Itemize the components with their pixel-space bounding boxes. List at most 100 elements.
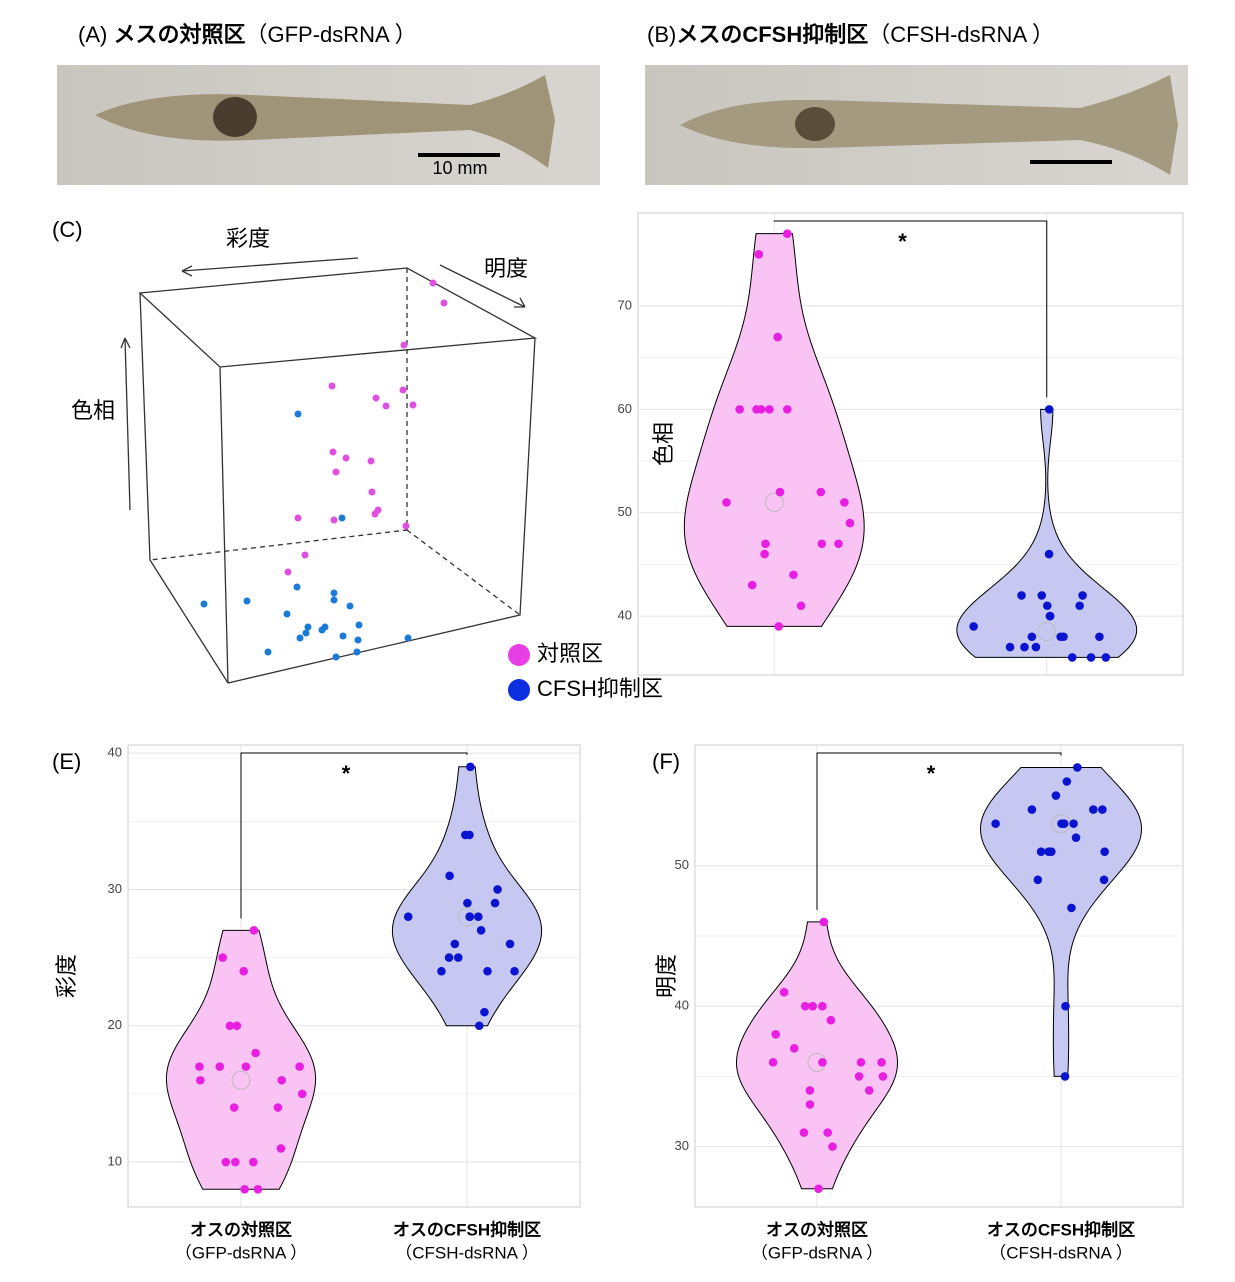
scatter-point — [332, 468, 340, 476]
data-point — [735, 405, 744, 414]
scatter-point — [296, 634, 304, 642]
data-point — [771, 1029, 780, 1039]
data-point — [466, 762, 475, 772]
data-point — [1051, 791, 1061, 800]
data-point — [463, 898, 472, 908]
panel-title: (B)メスのCFSH抑制区（CFSH-dsRNA ） — [647, 22, 1054, 47]
data-point — [799, 1128, 809, 1137]
data-point — [1020, 642, 1029, 652]
data-point — [1027, 632, 1037, 642]
scatter-point — [353, 648, 361, 656]
data-point — [1045, 611, 1055, 621]
shrimp-organ — [795, 107, 835, 141]
data-point — [834, 539, 843, 549]
data-point — [231, 1157, 240, 1167]
y-tick-label: 40 — [108, 745, 122, 760]
data-point — [1059, 819, 1069, 828]
data-point — [779, 987, 789, 997]
shrimp-organ — [213, 97, 257, 137]
data-point — [241, 1062, 251, 1071]
data-point — [465, 912, 474, 922]
data-point — [800, 1001, 810, 1011]
violin — [735, 921, 899, 1190]
scatter-point — [371, 510, 379, 518]
axis-label: 明度 — [484, 256, 528, 281]
data-point — [276, 1144, 286, 1153]
data-point — [229, 1103, 239, 1112]
scatter-point — [354, 636, 362, 644]
legend-swatch — [508, 679, 530, 701]
shrimp — [95, 75, 555, 168]
data-point — [845, 518, 855, 528]
x-tick-sublabel: （CFSH-dsRNA ） — [989, 1243, 1133, 1262]
panel-letter: (C) — [52, 217, 83, 242]
scatter-point — [330, 516, 338, 524]
scatter-point — [367, 457, 375, 465]
median-marker — [1037, 622, 1057, 642]
scatter-point — [302, 629, 310, 637]
data-point — [225, 1021, 235, 1031]
scatter-point — [339, 632, 347, 640]
scatter-point — [338, 514, 346, 522]
data-point — [1099, 875, 1109, 885]
data-point — [1042, 601, 1052, 611]
data-point — [1027, 805, 1037, 814]
axis-label: 彩度 — [226, 226, 270, 251]
data-point — [775, 487, 785, 497]
violin — [956, 408, 1138, 658]
data-point — [453, 953, 463, 962]
violin — [683, 233, 865, 627]
data-point — [747, 580, 757, 590]
scatter-point — [294, 514, 302, 522]
scatter-group — [284, 279, 448, 576]
data-point — [195, 1062, 204, 1071]
x-tick-label: オスの対照区 — [190, 1219, 292, 1239]
y-axis-label: 彩度 — [54, 954, 79, 998]
scatter-point — [294, 410, 302, 418]
data-point — [760, 549, 769, 559]
data-point — [774, 622, 784, 631]
scatter-point — [264, 648, 272, 656]
data-point — [877, 1058, 886, 1067]
data-point — [856, 1058, 866, 1067]
scatter-point — [304, 623, 312, 631]
data-point — [1089, 805, 1098, 814]
scatter-point — [409, 401, 417, 409]
data-point — [1047, 847, 1056, 857]
data-point — [814, 1184, 823, 1194]
scatter-point — [402, 522, 410, 530]
y-tick-label: 60 — [618, 401, 632, 416]
scatter-point — [400, 341, 408, 349]
panel-title: (A) メスの対照区（GFP-dsRNA ） — [78, 22, 417, 47]
median-marker — [764, 492, 784, 512]
data-point — [450, 939, 460, 949]
data-point — [826, 1015, 836, 1025]
data-point — [1036, 847, 1046, 857]
data-point — [1062, 777, 1072, 786]
violin — [165, 929, 317, 1190]
axis-label: 色相 — [71, 398, 115, 423]
y-axis-label: 明度 — [654, 954, 679, 998]
significance-bracket — [773, 220, 1048, 398]
data-point — [768, 1058, 778, 1067]
data-point — [817, 539, 827, 549]
panel-letter: (F) — [652, 749, 680, 774]
x-tick-sublabel: （GFP-dsRNA ） — [751, 1243, 883, 1262]
y-tick-label: 10 — [108, 1153, 122, 1168]
scatter-point — [399, 386, 407, 394]
panel-letter: (E) — [52, 749, 81, 774]
data-point — [253, 1184, 263, 1194]
data-point — [816, 487, 826, 497]
data-point — [1031, 642, 1041, 652]
title-rest: （CFSH-dsRNA ） — [868, 22, 1054, 47]
median-marker — [231, 1070, 251, 1090]
data-point — [249, 926, 259, 935]
data-point — [196, 1075, 205, 1085]
data-point — [1067, 653, 1077, 662]
data-point — [1078, 591, 1087, 600]
data-point — [218, 953, 227, 962]
y-tick-label: 50 — [618, 504, 632, 519]
data-point — [761, 539, 770, 549]
data-point — [789, 570, 798, 580]
panel-letter: (A) — [78, 22, 113, 47]
